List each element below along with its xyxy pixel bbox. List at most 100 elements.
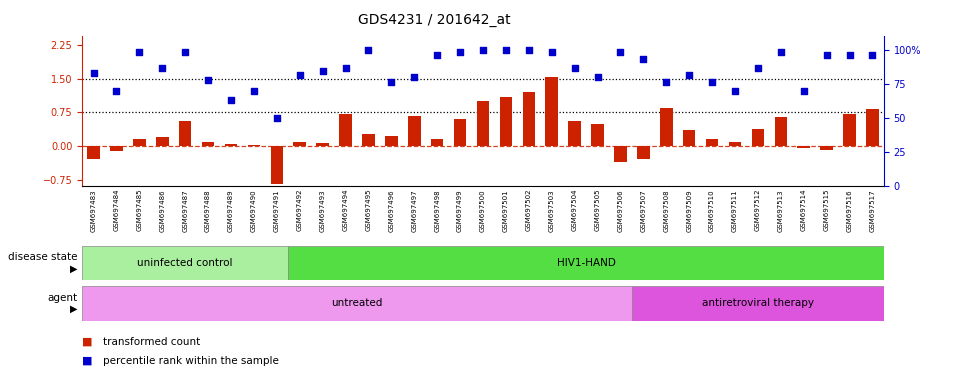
Bar — [82, 246, 288, 280]
Text: agent: agent — [47, 293, 77, 303]
Text: GSM697507: GSM697507 — [640, 189, 646, 232]
Point — [292, 72, 307, 78]
Bar — [133, 139, 146, 146]
Text: GDS4231 / 201642_at: GDS4231 / 201642_at — [358, 13, 511, 27]
Bar — [385, 136, 398, 146]
Text: GSM697492: GSM697492 — [297, 189, 302, 232]
Text: ■: ■ — [82, 337, 93, 347]
Text: GSM697514: GSM697514 — [801, 189, 807, 232]
Point — [590, 74, 606, 80]
Bar — [270, 146, 283, 184]
Bar — [568, 121, 581, 146]
Bar — [546, 77, 558, 146]
Text: untreated: untreated — [331, 298, 383, 308]
Point — [841, 51, 857, 58]
Point — [567, 65, 582, 71]
Bar — [632, 286, 884, 321]
Text: GSM697499: GSM697499 — [457, 189, 463, 232]
Point — [131, 49, 147, 55]
Bar — [408, 116, 420, 146]
Text: GSM697491: GSM697491 — [273, 189, 280, 232]
Point — [430, 51, 445, 58]
Text: GSM697512: GSM697512 — [754, 189, 761, 232]
Text: uninfected control: uninfected control — [137, 258, 233, 268]
Point — [270, 115, 285, 121]
Text: GSM697501: GSM697501 — [503, 189, 509, 232]
Bar — [431, 139, 443, 146]
Bar — [614, 146, 627, 162]
Text: percentile rank within the sample: percentile rank within the sample — [103, 356, 279, 366]
Point — [384, 79, 399, 85]
Text: antiretroviral therapy: antiretroviral therapy — [702, 298, 814, 308]
Bar — [637, 146, 650, 159]
Bar — [499, 97, 512, 146]
Text: GSM697503: GSM697503 — [549, 189, 554, 232]
Bar — [660, 108, 672, 146]
Bar — [797, 146, 810, 148]
Point — [200, 76, 215, 83]
Bar — [82, 286, 632, 321]
Text: GSM697490: GSM697490 — [251, 189, 257, 232]
Point — [178, 49, 193, 55]
Point — [109, 88, 125, 94]
Bar — [202, 142, 214, 146]
Text: GSM697516: GSM697516 — [846, 189, 853, 232]
Bar — [752, 129, 764, 146]
Text: GSM697500: GSM697500 — [480, 189, 486, 232]
Bar — [339, 114, 352, 146]
Text: GSM697502: GSM697502 — [526, 189, 532, 232]
Point — [338, 65, 354, 71]
Bar — [523, 93, 535, 146]
Bar — [728, 142, 741, 146]
Text: GSM697513: GSM697513 — [778, 189, 783, 232]
Point — [819, 51, 835, 58]
Bar — [843, 114, 856, 146]
Text: disease state: disease state — [8, 252, 77, 262]
Text: GSM697509: GSM697509 — [686, 189, 693, 232]
Point — [636, 56, 651, 62]
Text: GSM697515: GSM697515 — [824, 189, 830, 232]
Point — [704, 79, 720, 85]
Bar — [683, 130, 696, 146]
Text: GSM697508: GSM697508 — [664, 189, 669, 232]
Point — [407, 74, 422, 80]
Point — [475, 47, 491, 53]
Bar — [110, 146, 123, 151]
Text: GSM697483: GSM697483 — [91, 189, 97, 232]
Point — [360, 47, 376, 53]
Text: GSM697486: GSM697486 — [159, 189, 165, 232]
Text: GSM697493: GSM697493 — [320, 189, 326, 232]
Text: GSM697498: GSM697498 — [434, 189, 440, 232]
Bar — [591, 124, 604, 146]
Point — [521, 47, 536, 53]
Text: GSM697495: GSM697495 — [365, 189, 372, 232]
Point — [223, 97, 239, 103]
Point — [612, 49, 628, 55]
Point — [796, 88, 811, 94]
Text: transformed count: transformed count — [103, 337, 201, 347]
Text: GSM697511: GSM697511 — [732, 189, 738, 232]
Text: ■: ■ — [82, 356, 93, 366]
Bar — [706, 139, 719, 146]
Text: GSM697485: GSM697485 — [136, 189, 142, 232]
Bar — [225, 144, 238, 146]
Text: GSM697517: GSM697517 — [869, 189, 875, 232]
Bar — [820, 146, 833, 150]
Text: GSM697488: GSM697488 — [205, 189, 212, 232]
Text: HIV1-HAND: HIV1-HAND — [556, 258, 615, 268]
Text: GSM697484: GSM697484 — [113, 189, 120, 232]
Bar — [476, 101, 490, 146]
Bar — [867, 109, 879, 146]
Point — [681, 72, 696, 78]
Point — [155, 65, 170, 71]
Bar — [179, 121, 191, 146]
Point — [659, 79, 674, 85]
Text: GSM697510: GSM697510 — [709, 189, 715, 232]
Point — [246, 88, 262, 94]
Text: GSM697497: GSM697497 — [412, 189, 417, 232]
Point — [727, 88, 743, 94]
Point — [865, 51, 880, 58]
Point — [544, 49, 559, 55]
Text: GSM697496: GSM697496 — [388, 189, 394, 232]
Text: GSM697504: GSM697504 — [572, 189, 578, 232]
